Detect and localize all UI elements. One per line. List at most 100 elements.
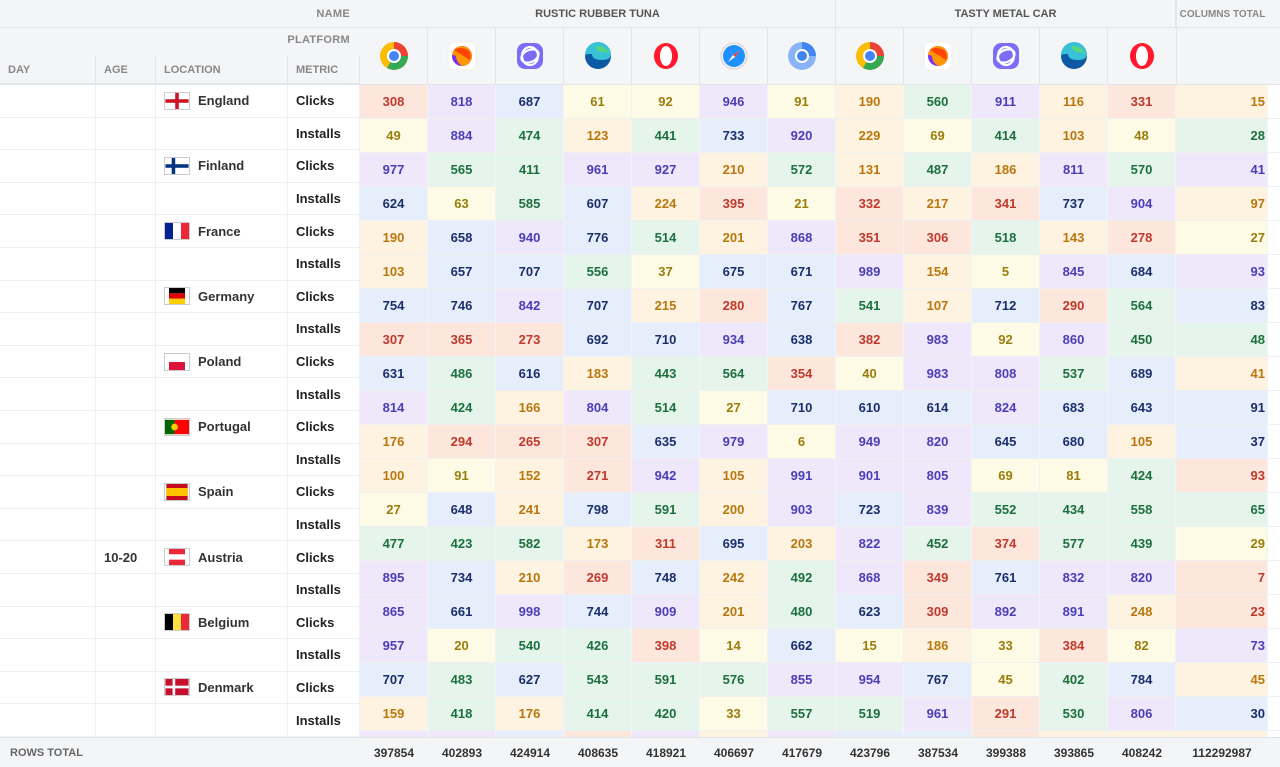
value-cell[interactable]: 92 xyxy=(972,323,1040,356)
value-cell[interactable]: 424 xyxy=(428,391,496,424)
value-cell[interactable]: 556 xyxy=(564,255,632,288)
value-cell[interactable]: 21 xyxy=(768,187,836,220)
value-cell[interactable]: 811 xyxy=(1040,153,1108,186)
value-cell[interactable]: 91 xyxy=(428,459,496,492)
value-cell[interactable]: 820 xyxy=(904,425,972,458)
metric-cell[interactable]: Clicks xyxy=(288,346,360,378)
value-cell[interactable]: 291 xyxy=(972,697,1040,730)
value-cell[interactable]: 635 xyxy=(632,425,700,458)
value-cell[interactable]: 754 xyxy=(360,289,428,322)
value-cell[interactable]: 957 xyxy=(360,629,428,662)
value-cell[interactable]: 744 xyxy=(564,595,632,628)
metric-cell[interactable]: Installs xyxy=(288,574,360,606)
location-cell[interactable] xyxy=(156,704,288,736)
value-cell[interactable]: 176 xyxy=(496,697,564,730)
value-cell[interactable]: 746 xyxy=(428,289,496,322)
platform-column-opera[interactable] xyxy=(632,28,700,84)
value-cell[interactable]: 904 xyxy=(1108,187,1176,220)
value-cell[interactable]: 483 xyxy=(428,663,496,696)
location-cell[interactable] xyxy=(156,444,288,476)
value-cell[interactable]: 767 xyxy=(904,663,972,696)
value-cell[interactable]: 680 xyxy=(1040,425,1108,458)
dim-header-location[interactable]: LOCATION xyxy=(156,56,288,84)
value-cell[interactable]: 577 xyxy=(1040,527,1108,560)
value-cell[interactable]: 37 xyxy=(632,255,700,288)
location-cell[interactable] xyxy=(156,509,288,541)
value-cell[interactable]: 842 xyxy=(496,289,564,322)
value-cell[interactable]: 354 xyxy=(768,357,836,390)
value-cell[interactable]: 591 xyxy=(632,493,700,526)
value-cell[interactable]: 824 xyxy=(972,391,1040,424)
value-cell[interactable]: 648 xyxy=(428,493,496,526)
value-cell[interactable]: 519 xyxy=(836,697,904,730)
value-cell[interactable]: 806 xyxy=(1108,697,1176,730)
value-cell[interactable]: 402 xyxy=(1040,663,1108,696)
value-cell[interactable]: 671 xyxy=(768,255,836,288)
value-cell[interactable]: 560 xyxy=(904,85,972,118)
value-cell[interactable]: 271 xyxy=(564,459,632,492)
value-cell[interactable]: 229 xyxy=(836,119,904,152)
value-cell[interactable]: 152 xyxy=(496,459,564,492)
value-cell[interactable]: 107 xyxy=(904,289,972,322)
value-cell[interactable]: 891 xyxy=(1040,595,1108,628)
value-cell[interactable]: 767 xyxy=(768,289,836,322)
value-cell[interactable]: 954 xyxy=(836,663,904,696)
value-cell[interactable]: 814 xyxy=(360,391,428,424)
value-cell[interactable]: 776 xyxy=(564,221,632,254)
metric-cell[interactable]: Installs xyxy=(288,509,360,541)
value-cell[interactable]: 45 xyxy=(972,663,1040,696)
value-cell[interactable]: 414 xyxy=(972,119,1040,152)
location-cell[interactable]: Portugal xyxy=(156,411,288,443)
value-cell[interactable]: 27 xyxy=(700,391,768,424)
value-cell[interactable]: 217 xyxy=(904,187,972,220)
value-cell[interactable]: 989 xyxy=(836,255,904,288)
value-cell[interactable]: 100 xyxy=(360,459,428,492)
value-cell[interactable]: 818 xyxy=(428,85,496,118)
value-cell[interactable]: 477 xyxy=(360,527,428,560)
value-cell[interactable]: 895 xyxy=(360,561,428,594)
value-cell[interactable]: 349 xyxy=(904,561,972,594)
value-cell[interactable]: 582 xyxy=(496,527,564,560)
value-cell[interactable]: 365 xyxy=(428,323,496,356)
value-cell[interactable]: 514 xyxy=(632,221,700,254)
value-cell[interactable]: 166 xyxy=(496,391,564,424)
value-cell[interactable]: 384 xyxy=(1040,629,1108,662)
value-cell[interactable]: 543 xyxy=(564,663,632,696)
value-cell[interactable]: 514 xyxy=(632,391,700,424)
value-cell[interactable]: 116 xyxy=(1040,85,1108,118)
value-cell[interactable]: 564 xyxy=(700,357,768,390)
value-cell[interactable]: 684 xyxy=(1108,255,1176,288)
value-cell[interactable]: 695 xyxy=(700,527,768,560)
value-cell[interactable]: 27 xyxy=(360,493,428,526)
value-cell[interactable]: 307 xyxy=(564,425,632,458)
value-cell[interactable]: 689 xyxy=(1108,357,1176,390)
value-cell[interactable]: 537 xyxy=(1040,357,1108,390)
value-cell[interactable]: 280 xyxy=(700,289,768,322)
value-cell[interactable]: 541 xyxy=(836,289,904,322)
value-cell[interactable]: 6 xyxy=(768,425,836,458)
value-cell[interactable]: 979 xyxy=(700,425,768,458)
value-cell[interactable]: 309 xyxy=(904,595,972,628)
value-cell[interactable]: 657 xyxy=(428,255,496,288)
value-cell[interactable]: 710 xyxy=(632,323,700,356)
value-cell[interactable]: 804 xyxy=(564,391,632,424)
value-cell[interactable]: 105 xyxy=(1108,425,1176,458)
value-cell[interactable]: 15 xyxy=(836,629,904,662)
value-cell[interactable]: 48 xyxy=(1108,119,1176,152)
platform-column-edge[interactable] xyxy=(564,28,632,84)
location-cell[interactable]: Belgium xyxy=(156,607,288,639)
value-cell[interactable]: 643 xyxy=(1108,391,1176,424)
metric-cell[interactable]: Clicks xyxy=(288,150,360,182)
value-cell[interactable]: 927 xyxy=(632,153,700,186)
value-cell[interactable]: 420 xyxy=(632,697,700,730)
value-cell[interactable]: 627 xyxy=(496,663,564,696)
value-cell[interactable]: 839 xyxy=(904,493,972,526)
value-cell[interactable]: 865 xyxy=(360,595,428,628)
value-cell[interactable]: 278 xyxy=(1108,221,1176,254)
value-cell[interactable]: 452 xyxy=(904,527,972,560)
metric-cell[interactable]: Clicks xyxy=(288,215,360,247)
value-cell[interactable]: 441 xyxy=(632,119,700,152)
value-cell[interactable]: 40 xyxy=(836,357,904,390)
value-cell[interactable]: 518 xyxy=(972,221,1040,254)
location-cell[interactable]: France xyxy=(156,215,288,247)
